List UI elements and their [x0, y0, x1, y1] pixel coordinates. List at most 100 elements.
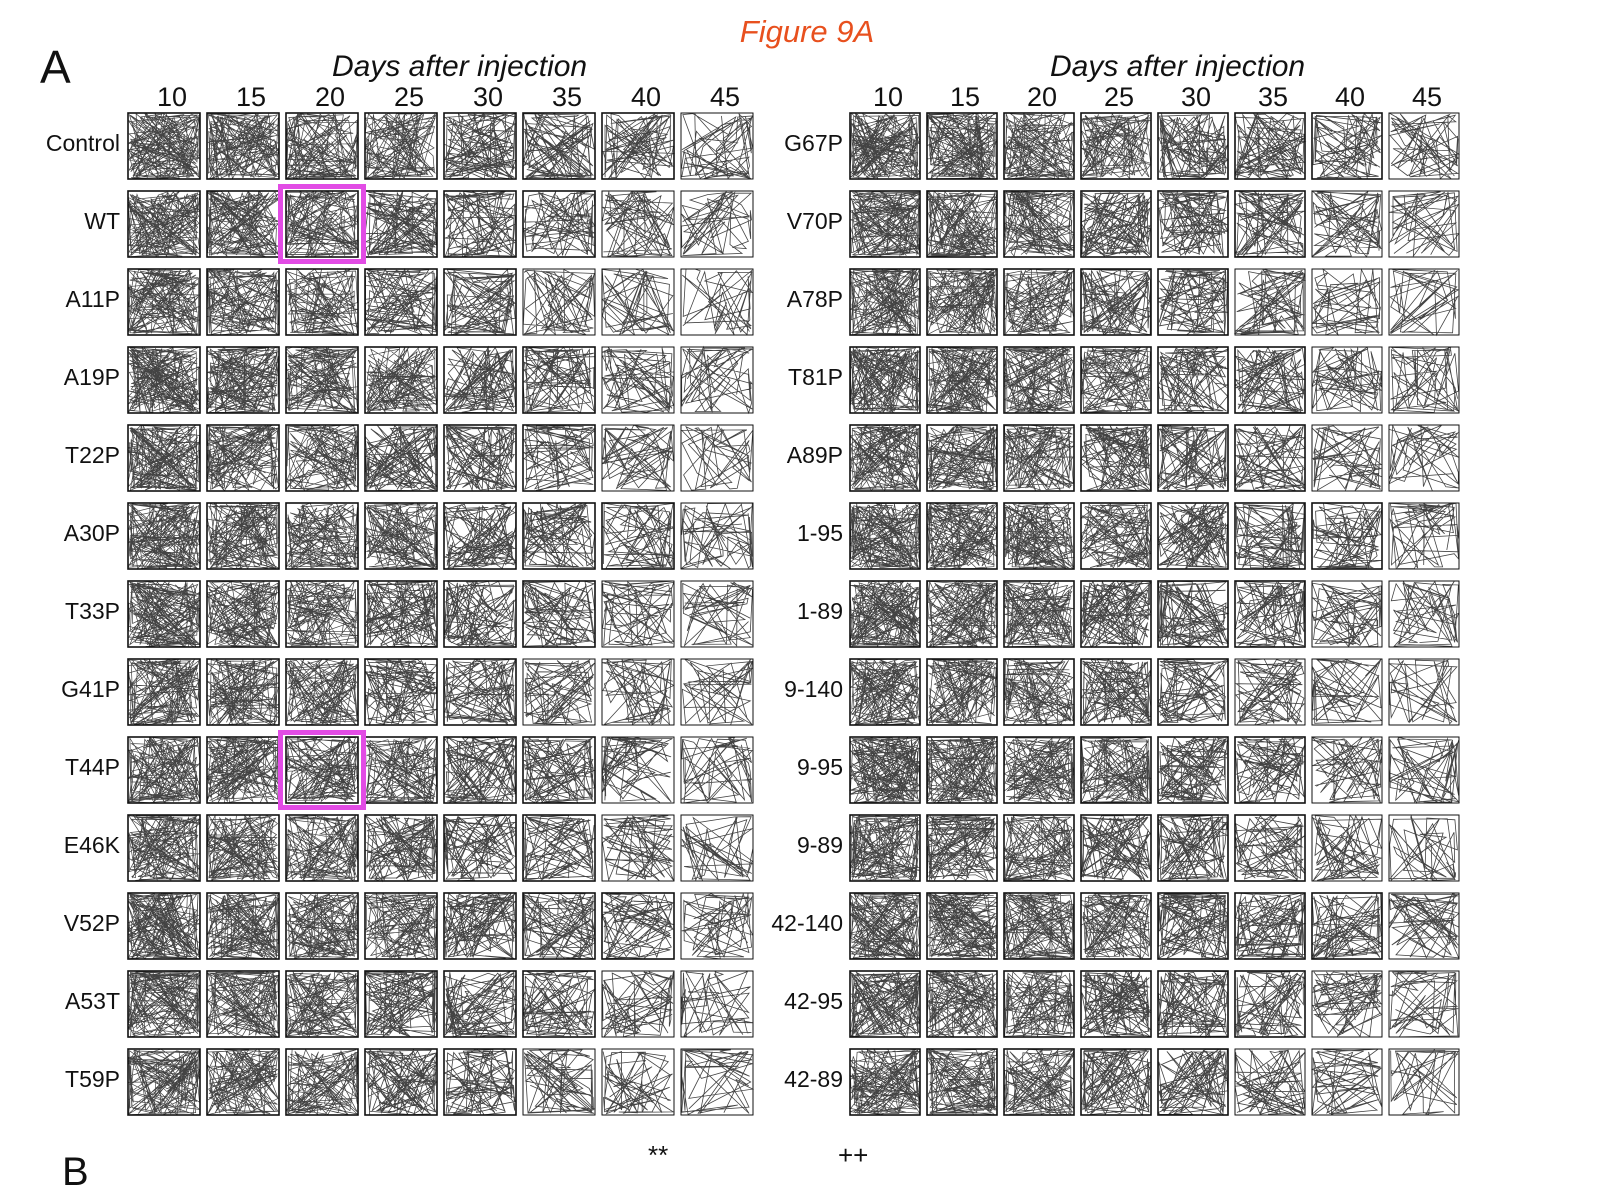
left-cell-control-day-25-arena [364, 112, 438, 180]
right-row-label-a78p: A78P [786, 286, 843, 312]
left-cell-t44p-day-15 [206, 736, 280, 804]
left-cell-e46k-day-15 [206, 814, 280, 882]
right-cell-42-95-day-25-arena [1080, 970, 1152, 1038]
left-cell-a11p-day-35 [522, 268, 596, 336]
left-cell-t44p-day-45-trajectory [680, 737, 753, 804]
left-cell-a19p-day-15-arena [206, 346, 280, 414]
right-cell-42-95-day-45-arena [1388, 970, 1460, 1038]
right-cell-t81p-day-40-arena [1311, 346, 1383, 414]
left-cell-a53t-day-30-arena [443, 970, 517, 1038]
left-cell-g41p-day-40-arena [601, 658, 675, 726]
right-day-label-45: 45 [1411, 82, 1443, 112]
left-cell-t22p-day-35-trajectory [523, 424, 597, 492]
right-cell-1-89-day-35-arena [1234, 580, 1306, 648]
right-cell-t81p-day-25-arena [1080, 346, 1152, 414]
right-cell-42-89-day-30 [1157, 1048, 1229, 1116]
right-row-label-9-140: 9-140 [784, 676, 843, 702]
left-cell-t44p-day-40-trajectory [601, 736, 673, 803]
left-cell-t59p-day-30-trajectory [443, 1048, 516, 1116]
left-cell-a30p-day-10 [127, 502, 201, 570]
left-cell-a53t-day-10-trajectory [127, 970, 201, 1038]
right-cell-9-95-day-45-arena [1388, 736, 1460, 804]
left-cell-wt-day-40 [601, 190, 675, 258]
right-cell-1-89-day-25 [1080, 580, 1153, 649]
left-cell-a30p-day-25-trajectory [364, 502, 438, 570]
right-cell-g67p-day-40-trajectory [1312, 112, 1383, 180]
left-cell-a30p-day-15-arena [206, 502, 280, 570]
left-cell-t33p-day-20-trajectory [285, 580, 359, 648]
left-cell-a11p-day-15-trajectory [206, 268, 280, 336]
left-cell-v52p-day-35-trajectory [522, 892, 596, 960]
right-cell-42-140-day-20-trajectory [1003, 892, 1075, 960]
left-cell-control-day-20-trajectory [285, 112, 359, 180]
right-row-label-9-95: 9-95 [796, 754, 843, 780]
left-cell-a53t-day-30 [443, 970, 518, 1039]
right-cell-42-95-day-30-trajectory [1157, 970, 1229, 1039]
right-cell-42-89-day-25-arena [1080, 1048, 1152, 1116]
left-row-label-wt: WT [84, 208, 120, 234]
right-cell-42-89-day-40 [1310, 1048, 1383, 1116]
right-cell-42-89-day-10-arena [849, 1048, 921, 1116]
right-cell-a89p-day-10 [849, 424, 921, 492]
right-cell-42-89-day-15-arena [926, 1048, 998, 1116]
right-cell-9-140-day-15 [926, 658, 998, 726]
left-cell-g41p-day-10-trajectory [127, 658, 201, 726]
left-cell-a30p-day-35-trajectory [522, 502, 596, 569]
right-cell-a89p-day-20-trajectory [1003, 424, 1074, 492]
left-cell-v52p-day-30-trajectory [443, 891, 517, 959]
right-cell-t81p-day-20-trajectory [1003, 346, 1074, 414]
right-cell-g67p-day-40 [1311, 112, 1383, 180]
left-cell-control-day-15-trajectory [206, 112, 280, 180]
right-cell-a89p-day-30 [1157, 424, 1229, 492]
right-cell-t81p-day-10-arena [849, 346, 921, 414]
left-cell-a30p-day-30-trajectory [443, 503, 517, 570]
left-cell-g41p-day-15-arena [206, 658, 280, 726]
left-cell-control-day-20-arena [285, 112, 359, 180]
right-cell-42-140-day-45 [1388, 892, 1460, 960]
left-day-label-10: 10 [156, 82, 188, 112]
left-cell-t33p-day-30-trajectory [443, 580, 517, 648]
right-cell-1-95-day-15 [926, 502, 998, 570]
right-cell-42-89-day-20-arena [1003, 1048, 1075, 1116]
left-cell-a11p-day-40-trajectory [601, 267, 674, 336]
right-day-label-35: 35 [1257, 82, 1289, 112]
right-cell-9-140-day-30-trajectory [1156, 658, 1229, 725]
left-cell-t59p-day-35-trajectory [523, 1048, 596, 1114]
right-cell-t81p-day-10 [849, 346, 921, 414]
right-cell-g67p-day-30-arena [1157, 112, 1229, 180]
right-row-label-42-140: 42-140 [771, 910, 843, 936]
left-cell-a19p-day-35 [522, 346, 596, 414]
right-cell-9-95-day-45-trajectory [1388, 736, 1460, 805]
left-cell-control-day-45-arena [680, 112, 754, 180]
right-cell-1-95-day-45 [1388, 502, 1460, 570]
left-cell-t44p-day-10 [126, 736, 201, 804]
right-cell-42-95-day-30 [1157, 970, 1229, 1039]
right-cell-9-95-day-15-trajectory [926, 736, 998, 804]
left-row-label-t59p: T59P [65, 1066, 120, 1092]
right-cell-9-140-day-35-trajectory [1234, 658, 1305, 726]
right-cell-t81p-day-45-arena [1388, 346, 1460, 414]
right-cell-42-140-day-20-arena [1003, 892, 1075, 960]
left-cell-t59p-day-10-arena [127, 1048, 201, 1116]
right-cell-9-140-day-20 [1003, 658, 1075, 726]
right-cell-9-95-day-35-trajectory [1234, 736, 1305, 803]
right-cell-a78p-day-35-trajectory [1233, 268, 1307, 336]
right-cell-g67p-day-35-trajectory [1234, 112, 1307, 180]
left-cell-a19p-day-10-trajectory [127, 346, 201, 414]
right-cell-9-95-day-25-trajectory [1080, 736, 1153, 804]
right-cell-a89p-day-20-arena [1003, 424, 1075, 492]
right-cell-1-95-day-30-trajectory [1157, 503, 1228, 570]
right-cell-a89p-day-15-trajectory [926, 424, 998, 492]
left-cell-a30p-day-10-trajectory [127, 502, 201, 570]
right-cell-1-95-day-25 [1079, 502, 1152, 570]
left-cell-v52p-day-40-trajectory [601, 892, 675, 960]
right-cell-v70p-day-45 [1388, 190, 1460, 258]
left-cell-t33p-day-35 [522, 580, 596, 648]
right-cell-9-140-day-25 [1080, 658, 1152, 726]
left-cell-v52p-day-10-arena [127, 892, 201, 960]
right-cell-a78p-day-10 [849, 268, 921, 336]
right-cell-9-95-day-15 [926, 736, 998, 804]
left-day-label-30: 30 [472, 82, 504, 112]
left-cell-t59p-day-20 [285, 1048, 360, 1116]
right-cell-42-95-day-40-trajectory [1311, 970, 1383, 1038]
